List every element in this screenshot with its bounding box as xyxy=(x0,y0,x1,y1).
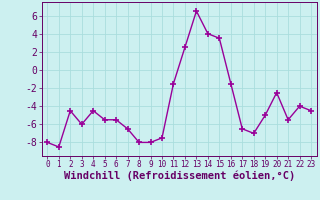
X-axis label: Windchill (Refroidissement éolien,°C): Windchill (Refroidissement éolien,°C) xyxy=(64,171,295,181)
